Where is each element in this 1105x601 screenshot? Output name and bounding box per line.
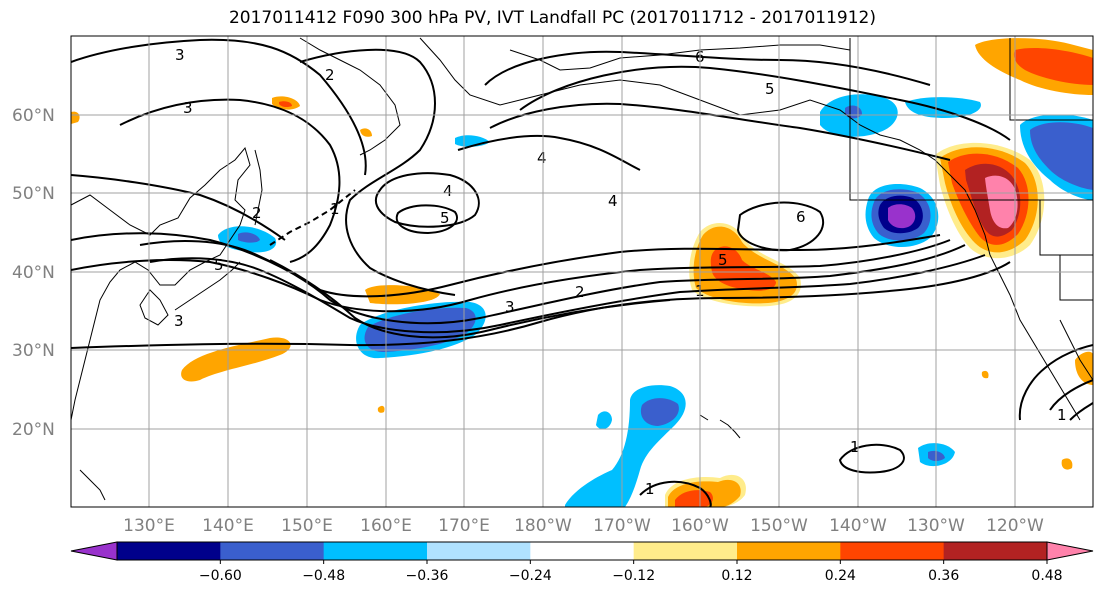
lon-label: 150°W xyxy=(750,516,808,536)
colorbar-segments xyxy=(117,542,1048,560)
colorbar-min-extend xyxy=(70,541,118,561)
colorbar-tick-label: 0.48 xyxy=(1031,568,1062,584)
colorbar-ticks: −0.60 −0.48 −0.36 −0.24 −0.12 0.12 0.24 0.36 0.4… xyxy=(199,560,1063,584)
lon-label: 170°E xyxy=(438,516,490,536)
contour-label: 5 xyxy=(718,251,728,269)
colorbar: −0.60 −0.48 −0.36 −0.24 −0.12 0.12 0.24 0.36 0.4… xyxy=(70,541,1094,584)
coastline-layer xyxy=(71,37,1093,501)
contour-label: 4 xyxy=(537,149,547,167)
lon-label: 140°E xyxy=(202,516,254,536)
colorbar-segment xyxy=(530,542,635,560)
colorbar-segment xyxy=(840,542,945,560)
colorbar-tick-label: −0.12 xyxy=(612,568,655,584)
contour-label: 3 xyxy=(505,298,515,316)
contour-label: 4 xyxy=(443,182,453,200)
lon-label: 120°W xyxy=(986,516,1044,536)
pv-dashed-contour xyxy=(269,189,356,246)
negative-anomaly-canada xyxy=(1020,114,1093,200)
positive-anomaly-central-pacific xyxy=(689,222,801,307)
lon-label: 170°W xyxy=(593,516,651,536)
colorbar-tick-label: −0.48 xyxy=(302,568,345,584)
contour-label: 5 xyxy=(440,209,450,227)
contour-label: 5 xyxy=(765,80,775,98)
colorbar-segment xyxy=(323,542,428,560)
contour-label: 3 xyxy=(183,99,193,117)
negative-anomaly-bc xyxy=(905,97,981,118)
lon-label: 130°W xyxy=(907,516,965,536)
colorbar-segment xyxy=(943,542,1048,560)
lon-label: 160°E xyxy=(360,516,412,536)
contour-label: 6 xyxy=(796,208,806,226)
colorbar-tick-label: −0.36 xyxy=(406,568,449,584)
positive-anomaly-hawaii xyxy=(665,474,746,507)
latitude-labels: 60°N 50°N 40°N 30°N 20°N xyxy=(12,106,55,440)
map-title: 2017011412 F090 300 hPa PV, IVT Landfall… xyxy=(228,8,876,28)
pv-contours xyxy=(71,38,1093,507)
map-panel: 3 2 3 6 5 4 4 5 4 6 5 2 3 1 5 3 2 1 1 1 … xyxy=(71,36,1093,507)
lat-label: 20°N xyxy=(12,420,55,440)
lat-label: 30°N xyxy=(12,341,55,361)
lat-label: 50°N xyxy=(12,184,55,204)
map-frame xyxy=(70,35,1094,508)
colorbar-segment xyxy=(633,542,738,560)
contour-label: 2 xyxy=(252,204,262,222)
contour-label: 1 xyxy=(330,200,340,218)
contour-label: 4 xyxy=(608,192,618,210)
colorbar-tick-label: 0.24 xyxy=(825,568,856,584)
lat-label: 40°N xyxy=(12,263,55,283)
contour-label: 2 xyxy=(325,66,335,84)
contour-label: 5 xyxy=(214,256,224,274)
shading-layer xyxy=(71,38,1093,507)
contour-label: 1 xyxy=(850,438,860,456)
lon-label: 150°E xyxy=(281,516,333,536)
colorbar-segment xyxy=(220,542,325,560)
colorbar-max-extend xyxy=(1046,541,1094,561)
lon-label: 160°W xyxy=(671,516,729,536)
lon-label: 130°E xyxy=(123,516,175,536)
colorbar-tick-label: 0.36 xyxy=(928,568,959,584)
positive-anomaly-subtropics xyxy=(181,337,291,382)
colorbar-segment xyxy=(737,542,841,560)
contour-label: 1 xyxy=(645,480,655,498)
positive-anomaly-arctic xyxy=(975,38,1093,95)
lon-label: 140°W xyxy=(829,516,887,536)
negative-anomaly-subtropical xyxy=(565,385,955,507)
colorbar-segment xyxy=(117,542,221,560)
colorbar-tick-label: 0.12 xyxy=(721,568,752,584)
contour-label: 3 xyxy=(175,46,185,64)
contour-label: 3 xyxy=(174,312,184,330)
longitude-labels: 130°E 140°E 150°E 160°E 170°E 180°W 170°… xyxy=(123,516,1044,536)
colorbar-tick-label: −0.24 xyxy=(509,568,552,584)
lon-label: 180°W xyxy=(514,516,572,536)
lat-label: 60°N xyxy=(12,106,55,126)
contour-label: 1 xyxy=(1057,406,1067,424)
colorbar-frame xyxy=(116,541,1048,561)
contour-label: 2 xyxy=(575,283,585,301)
colorbar-segment xyxy=(427,542,531,560)
colorbar-tick-label: −0.60 xyxy=(199,568,242,584)
graticule xyxy=(71,36,1093,507)
